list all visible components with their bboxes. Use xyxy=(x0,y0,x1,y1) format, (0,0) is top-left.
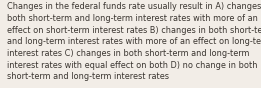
Text: Changes in the federal funds rate usually result in A) changes in
both short-ter: Changes in the federal funds rate usuall… xyxy=(7,2,261,81)
